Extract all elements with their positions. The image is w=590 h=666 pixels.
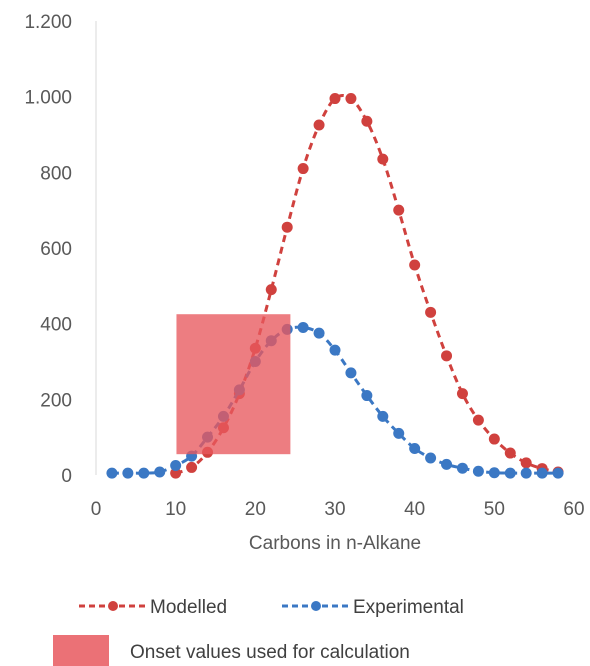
data-point-experimental [393,427,405,439]
x-tick-label: 50 [484,499,505,520]
data-point-experimental [425,452,437,464]
data-point-modelled [488,433,500,445]
data-point-experimental [456,462,468,474]
x-tick-label: 40 [404,499,425,520]
data-point-experimental [297,321,309,333]
legend: Modelled Experimental Onset values used … [53,597,464,666]
legend-onset-swatch [53,635,109,666]
legend-modelled-marker [108,601,118,611]
data-point-modelled [472,414,484,426]
data-point-experimental [361,390,373,402]
y-axis-tick-labels: 0 200 400 600 800 1.000 1.200 [24,12,72,487]
x-tick-label: 0 [91,499,102,520]
data-point-experimental [472,465,484,477]
x-axis-tick-labels: 0 10 20 30 40 50 60 [91,499,585,520]
x-tick-label: 20 [245,499,266,520]
data-point-modelled [281,221,293,233]
y-tick-label: 600 [40,239,72,260]
data-point-modelled [456,388,468,400]
data-point-modelled [297,163,309,175]
data-point-modelled [504,447,516,459]
data-point-experimental [488,467,500,479]
data-point-experimental [552,467,564,479]
data-point-experimental [536,467,548,479]
series-group [106,93,564,479]
data-point-experimental [377,410,389,422]
data-point-modelled [186,461,198,473]
y-tick-label: 400 [40,315,72,336]
data-point-modelled [393,204,405,216]
legend-experimental-marker [311,601,321,611]
legend-modelled-label: Modelled [150,597,227,618]
data-point-modelled [377,153,389,165]
legend-onset-label: Onset values used for calculation [130,642,410,663]
data-point-experimental [329,344,341,356]
data-point-experimental [520,467,532,479]
data-point-modelled [361,115,373,127]
data-point-experimental [122,467,134,479]
data-point-modelled [313,119,325,131]
data-point-experimental [409,443,421,455]
y-tick-label: 1.000 [24,88,72,109]
data-point-modelled [345,93,357,105]
data-point-experimental [106,467,118,479]
data-point-experimental [313,327,325,339]
data-point-modelled [441,350,453,362]
y-tick-label: 0 [61,466,72,487]
data-point-modelled [425,306,437,318]
data-point-modelled [409,259,421,271]
data-point-experimental [441,458,453,470]
legend-experimental-label: Experimental [353,597,464,618]
onset-region [176,314,291,455]
data-point-experimental [345,367,357,379]
data-point-modelled [520,457,532,469]
data-point-modelled [170,467,182,479]
x-axis-title: Carbons in n-Alkane [249,533,421,554]
x-tick-label: 30 [324,499,345,520]
data-point-modelled [329,93,341,105]
legend-item-onset: Onset values used for calculation [53,635,410,666]
legend-item-modelled: Modelled [79,597,227,618]
data-point-experimental [504,467,516,479]
x-tick-label: 60 [563,499,584,520]
data-point-modelled [265,284,277,296]
data-point-experimental [138,467,150,479]
x-tick-label: 10 [165,499,186,520]
y-tick-label: 1.200 [24,12,72,33]
y-tick-label: 800 [40,163,72,184]
legend-item-experimental: Experimental [282,597,464,618]
data-point-experimental [170,460,182,472]
data-point-experimental [154,466,166,478]
y-tick-label: 200 [40,390,72,411]
